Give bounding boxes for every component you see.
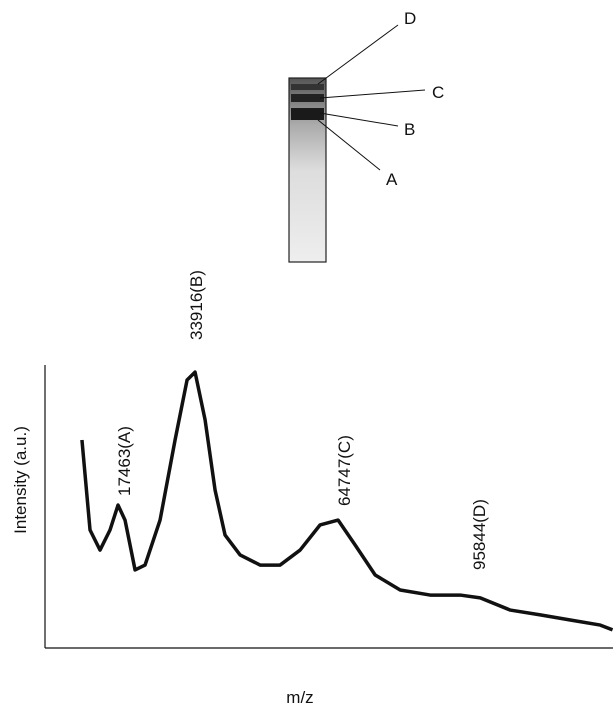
x-axis-label: m/z	[286, 688, 313, 707]
peak-label: 17463(A)	[115, 426, 134, 496]
gel-band	[291, 108, 324, 120]
gel-band	[291, 84, 324, 90]
pointer-line	[317, 24, 399, 85]
gel-label: B	[404, 120, 415, 139]
pointer-line	[319, 112, 399, 127]
gel-label: A	[386, 170, 398, 189]
y-axis-label: Intensity (a.u.)	[11, 426, 30, 534]
peak-label: 64747(C)	[335, 435, 354, 506]
gel-inset: D C B A	[288, 9, 444, 263]
pointer-line	[319, 89, 426, 99]
spectrum	[80, 370, 613, 632]
pointer-line	[317, 119, 381, 171]
gel-label: C	[432, 83, 444, 102]
peak-label: 95844(D)	[470, 499, 489, 570]
gel-band	[291, 94, 324, 102]
peak-label: 33916(B)	[187, 270, 206, 340]
gel-lane	[288, 77, 327, 263]
gel-label: D	[404, 9, 416, 28]
